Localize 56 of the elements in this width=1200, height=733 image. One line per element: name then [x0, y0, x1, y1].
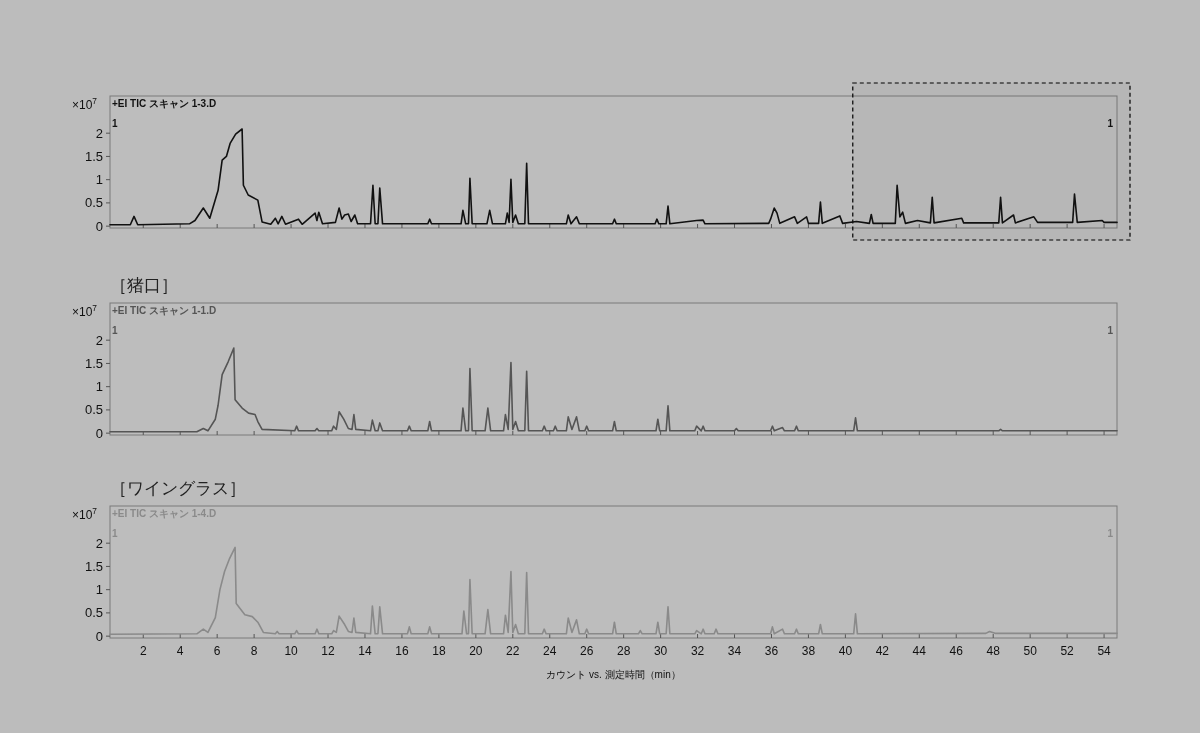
x-tick-label: 30	[653, 644, 668, 658]
x-tick-label: 4	[176, 644, 184, 658]
y-tick-label: 1	[95, 379, 103, 395]
x-tick-label: 34	[727, 644, 742, 658]
annotation: 1	[1107, 325, 1114, 336]
y-tick-label: 1.5	[84, 148, 103, 164]
x-tick-label: 8	[250, 644, 258, 658]
line-series	[109, 546, 1118, 636]
x-tick-label: 36	[764, 644, 779, 658]
y-tick-label: 0.5	[84, 605, 103, 621]
x-tick-label: 16	[395, 644, 409, 658]
y-tick-label: 0	[95, 628, 103, 644]
x-tick-label: 32	[690, 644, 705, 658]
x-tick-label: 24	[543, 644, 557, 658]
y-tick-label: 0.5	[84, 402, 103, 418]
x-tick-label: 20	[469, 644, 483, 658]
x-tick-label: 26	[580, 644, 594, 658]
line-series	[109, 128, 1118, 226]
annotation: 1	[112, 118, 118, 129]
x-tick-label: 14	[358, 644, 372, 658]
x-tick-label: 48	[986, 644, 1001, 658]
x-axis-title: カウント vs. 測定時間（min）	[546, 669, 681, 680]
x-tick-label: 46	[949, 644, 964, 658]
annotation: +EI TIC スキャン 1-1.D	[112, 305, 217, 316]
x-tick-label: 22	[506, 644, 520, 658]
y-axis-title: ×10$^{7}$	[72, 506, 98, 522]
y-tick-label: 1	[95, 172, 103, 188]
x-tick-label: 40	[838, 644, 853, 658]
y-tick-label: 0.5	[84, 195, 103, 211]
annotation: +EI TIC スキャン 1-3.D	[112, 98, 217, 109]
x-tick-label: 18	[432, 644, 446, 658]
y-axis-title: ×10$^{7}$	[72, 303, 98, 319]
x-tick-label: 10	[284, 644, 299, 658]
y-tick-label: 0	[95, 425, 103, 441]
x-tick-label: 44	[912, 644, 927, 658]
chart-title: ［猪口］	[110, 276, 178, 295]
x-tick-label: 50	[1023, 644, 1038, 658]
y-tick-label: 1.5	[84, 558, 103, 574]
y-axis-title: ×10$^{7}$	[72, 96, 98, 112]
x-tick-label: 12	[321, 644, 336, 658]
y-tick-label: 1.5	[84, 355, 103, 371]
x-tick-label: 38	[801, 644, 816, 658]
y-tick-label: 0	[95, 218, 103, 234]
y-tick-label: 1	[95, 582, 103, 598]
x-tick-label: 6	[213, 644, 221, 658]
y-tick-label: 2	[95, 332, 103, 348]
chart-title: ［ワイングラス］	[110, 479, 246, 498]
x-tick-label: 42	[875, 644, 890, 658]
x-tick-label: 52	[1060, 644, 1075, 658]
y-tick-label: 2	[95, 535, 103, 551]
annotation: 1	[1107, 118, 1114, 129]
x-tick-label: 2	[139, 644, 147, 658]
annotation: 1	[112, 325, 118, 336]
x-tick-label: 28	[616, 644, 631, 658]
x-tick-label: 54	[1097, 644, 1112, 658]
y-tick-label: 2	[95, 125, 103, 141]
